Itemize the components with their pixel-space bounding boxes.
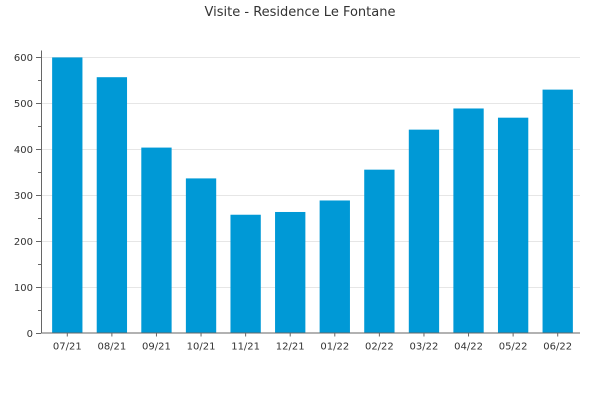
bar	[230, 214, 261, 333]
bar	[185, 178, 217, 333]
bar	[408, 129, 440, 333]
x-tick-label: 05/22	[499, 342, 528, 353]
bar	[453, 108, 484, 333]
chart-title: Visite - Residence Le Fontane	[205, 5, 396, 20]
x-tick-label: 03/22	[410, 342, 439, 353]
bar	[364, 169, 395, 333]
bar	[497, 117, 529, 333]
y-tick-label: 200	[14, 237, 33, 248]
bars	[52, 57, 573, 333]
x-tick-label: 10/21	[187, 342, 216, 353]
y-tick-label: 0	[27, 329, 33, 340]
bar	[141, 147, 172, 333]
x-tick-label: 02/22	[365, 342, 394, 353]
y-tick-label: 300	[14, 191, 33, 202]
x-tick-label: 09/21	[142, 342, 171, 353]
x-tick-label: 04/22	[454, 342, 483, 353]
bar	[96, 77, 128, 333]
y-tick-labels: 0 100 200 300 400 500 600	[14, 53, 33, 340]
x-tick-labels: 07/21 08/21 09/21 10/21 11/21 12/21 01/22 02/22…	[53, 342, 572, 353]
bar	[275, 211, 306, 333]
x-tick-label: 12/21	[276, 342, 305, 353]
x-tick-label: 08/21	[97, 342, 126, 353]
gridlines	[41, 57, 580, 288]
bar	[542, 89, 573, 333]
bar	[319, 200, 350, 333]
y-tick-label: 400	[14, 145, 33, 156]
y-tick-label: 600	[14, 53, 33, 64]
y-tick-label: 500	[14, 99, 33, 110]
bar	[52, 57, 83, 333]
y-tick-label: 100	[14, 283, 33, 294]
x-tick-label: 06/22	[543, 342, 572, 353]
x-tick-label: 07/21	[53, 342, 82, 353]
x-tick-label: 01/22	[320, 342, 349, 353]
axes	[36, 50, 580, 337]
x-tick-label: 11/21	[231, 342, 260, 353]
